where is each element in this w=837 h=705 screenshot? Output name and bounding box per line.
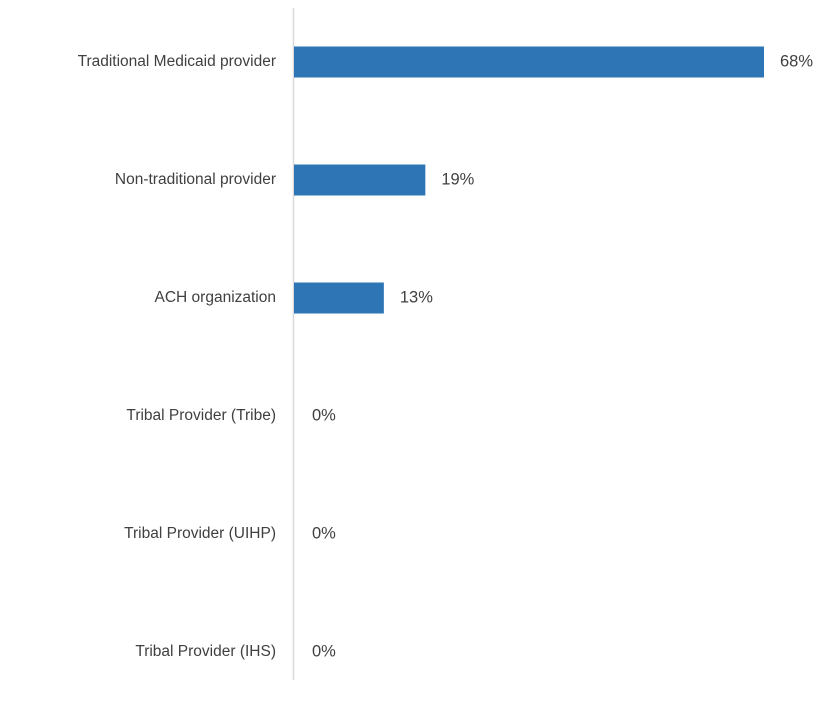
- value-label-5: 0%: [312, 524, 336, 542]
- value-label-2: 19%: [441, 170, 474, 188]
- value-label-3: 13%: [400, 288, 433, 306]
- category-labels: Traditional Medicaid provider Non-traditi…: [78, 53, 276, 660]
- category-label-6: Tribal Provider (IHS): [135, 643, 276, 660]
- category-label-2: Non-traditional provider: [115, 171, 276, 188]
- category-label-3: ACH organization: [155, 289, 276, 306]
- bar-2: [294, 164, 426, 196]
- value-label-4: 0%: [312, 406, 336, 424]
- value-labels: 68% 19% 13% 0% 0% 0%: [312, 52, 813, 660]
- bar-1: [294, 46, 764, 78]
- bars-layer: [294, 46, 764, 314]
- value-label-6: 0%: [312, 642, 336, 660]
- category-label-4: Tribal Provider (Tribe): [126, 407, 276, 424]
- category-label-1: Traditional Medicaid provider: [78, 53, 276, 70]
- category-label-5: Tribal Provider (UIHP): [124, 525, 276, 542]
- bar-3: [294, 282, 384, 314]
- value-label-1: 68%: [780, 52, 813, 70]
